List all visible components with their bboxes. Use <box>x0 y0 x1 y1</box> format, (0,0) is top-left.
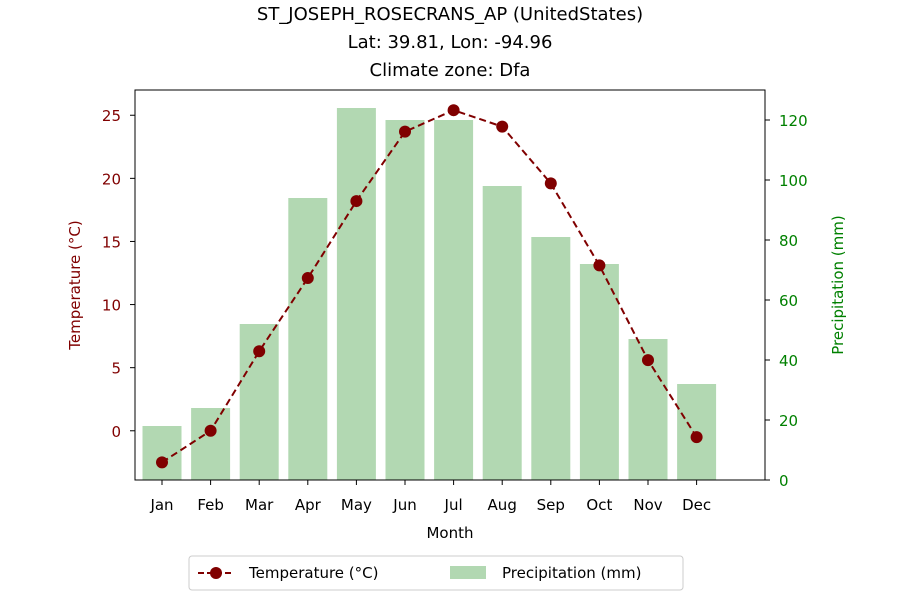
temperature-tick-label: 15 <box>102 233 121 251</box>
month-tick-label-sep: Sep <box>537 496 565 514</box>
temperature-tick-label: 5 <box>111 360 121 378</box>
month-axis: Jan Feb Mar Apr May Jun Jul Aug Sep Oct Nov Dec <box>149 480 711 514</box>
plot-frame <box>134 89 766 481</box>
temperature-tick-label: 25 <box>102 107 121 125</box>
month-tick-label-jun: Jun <box>392 496 416 514</box>
month-tick-label-jul: Jul <box>444 496 463 514</box>
month-tick-label-may: May <box>341 496 372 514</box>
month-tick-label-dec: Dec <box>682 496 711 514</box>
precipitation-tick-label: 40 <box>779 352 798 370</box>
month-tick-label-apr: Apr <box>295 496 322 514</box>
temperature-point-feb <box>204 424 217 437</box>
month-tick-label-nov: Nov <box>633 496 662 514</box>
precipitation-bars <box>142 108 717 480</box>
legend-temperature-label: Temperature (°C) <box>248 564 378 582</box>
precipitation-bar-feb <box>191 408 231 480</box>
legend-precipitation-swatch-icon <box>450 566 486 579</box>
legend-frame <box>188 555 684 591</box>
temperature-point-dec <box>690 431 703 444</box>
precipitation-axis: 0 20 40 60 80 100 120 <box>765 112 808 490</box>
precipitation-bar-apr <box>288 198 328 480</box>
y-axis-label-temperature: Temperature (°C) <box>66 220 84 350</box>
temperature-point-nov <box>642 354 654 367</box>
precipitation-bar-jul <box>434 120 474 480</box>
legend: Temperature (°C) Precipitation (mm) <box>188 555 684 591</box>
month-tick-label-feb: Feb <box>197 496 224 514</box>
x-axis-label: Month <box>426 524 473 542</box>
temperature-point-jul <box>447 104 460 117</box>
temperature-point-mar <box>253 345 266 358</box>
precipitation-bar-aug <box>482 186 522 480</box>
precipitation-tick-label: 120 <box>779 112 808 130</box>
month-tick-label-aug: Aug <box>488 496 517 514</box>
temperature-tick-label: 20 <box>102 170 121 188</box>
precipitation-bar-sep <box>531 237 571 480</box>
temperature-axis: 0 5 10 15 20 25 <box>102 107 135 441</box>
month-tick-label-oct: Oct <box>586 496 612 514</box>
temperature-point-may <box>350 195 363 208</box>
chart-title: ST_JOSEPH_ROSECRANS_AP (UnitedStates) La… <box>257 4 643 81</box>
temperature-point-jan <box>156 456 168 469</box>
precipitation-tick-label: 80 <box>779 232 798 250</box>
temperature-series <box>156 104 703 469</box>
temperature-tick-label: 10 <box>102 297 121 315</box>
precipitation-tick-label: 0 <box>779 472 789 490</box>
legend-precipitation-label: Precipitation (mm) <box>502 564 641 582</box>
title-line-3: Climate zone: Dfa <box>370 60 531 81</box>
y-axis-label-precipitation: Precipitation (mm) <box>829 215 847 354</box>
title-line-1: ST_JOSEPH_ROSECRANS_AP (UnitedStates) <box>257 4 643 25</box>
temperature-line <box>161 109 698 464</box>
legend-temperature-marker-icon <box>210 567 222 579</box>
title-line-2: Lat: 39.81, Lon: -94.96 <box>348 32 553 53</box>
precipitation-bar-oct <box>579 264 619 480</box>
temperature-point-apr <box>301 272 314 285</box>
month-tick-label-mar: Mar <box>245 496 274 514</box>
temperature-point-jun <box>399 125 411 138</box>
temperature-point-oct <box>593 259 606 272</box>
precipitation-bar-jun <box>385 120 425 480</box>
precipitation-tick-label: 20 <box>779 412 798 430</box>
temperature-point-aug <box>496 120 509 133</box>
month-tick-label-jan: Jan <box>149 496 173 514</box>
precipitation-tick-label: 60 <box>779 292 798 310</box>
temperature-point-sep <box>544 177 557 190</box>
temperature-tick-label: 0 <box>111 423 121 441</box>
precipitation-bar-may <box>336 108 376 480</box>
precipitation-tick-label: 100 <box>779 172 808 190</box>
